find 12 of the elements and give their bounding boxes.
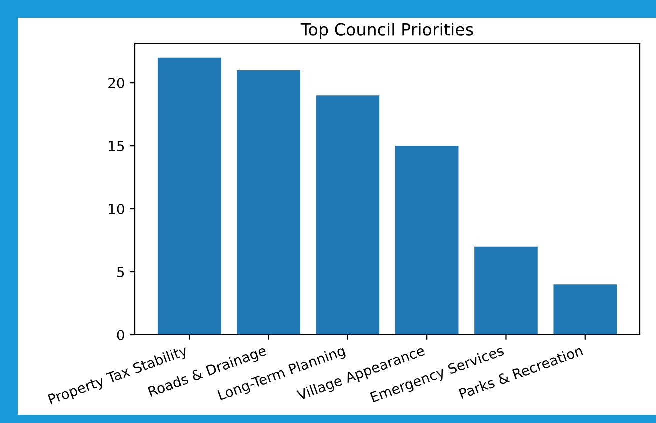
y-tick-label: 5 <box>118 267 124 278</box>
bar <box>316 96 380 335</box>
y-tick-label: 0 <box>117 330 124 340</box>
chart-title: Top Council Priorities <box>300 23 474 40</box>
y-tick-label: 10 <box>109 204 124 214</box>
bar <box>237 70 300 335</box>
y-tick-label: 20 <box>108 78 124 89</box>
bar <box>158 58 222 335</box>
bar <box>474 246 538 335</box>
bar <box>554 284 618 335</box>
bar <box>395 146 459 335</box>
y-tick-label: 15 <box>109 141 124 152</box>
